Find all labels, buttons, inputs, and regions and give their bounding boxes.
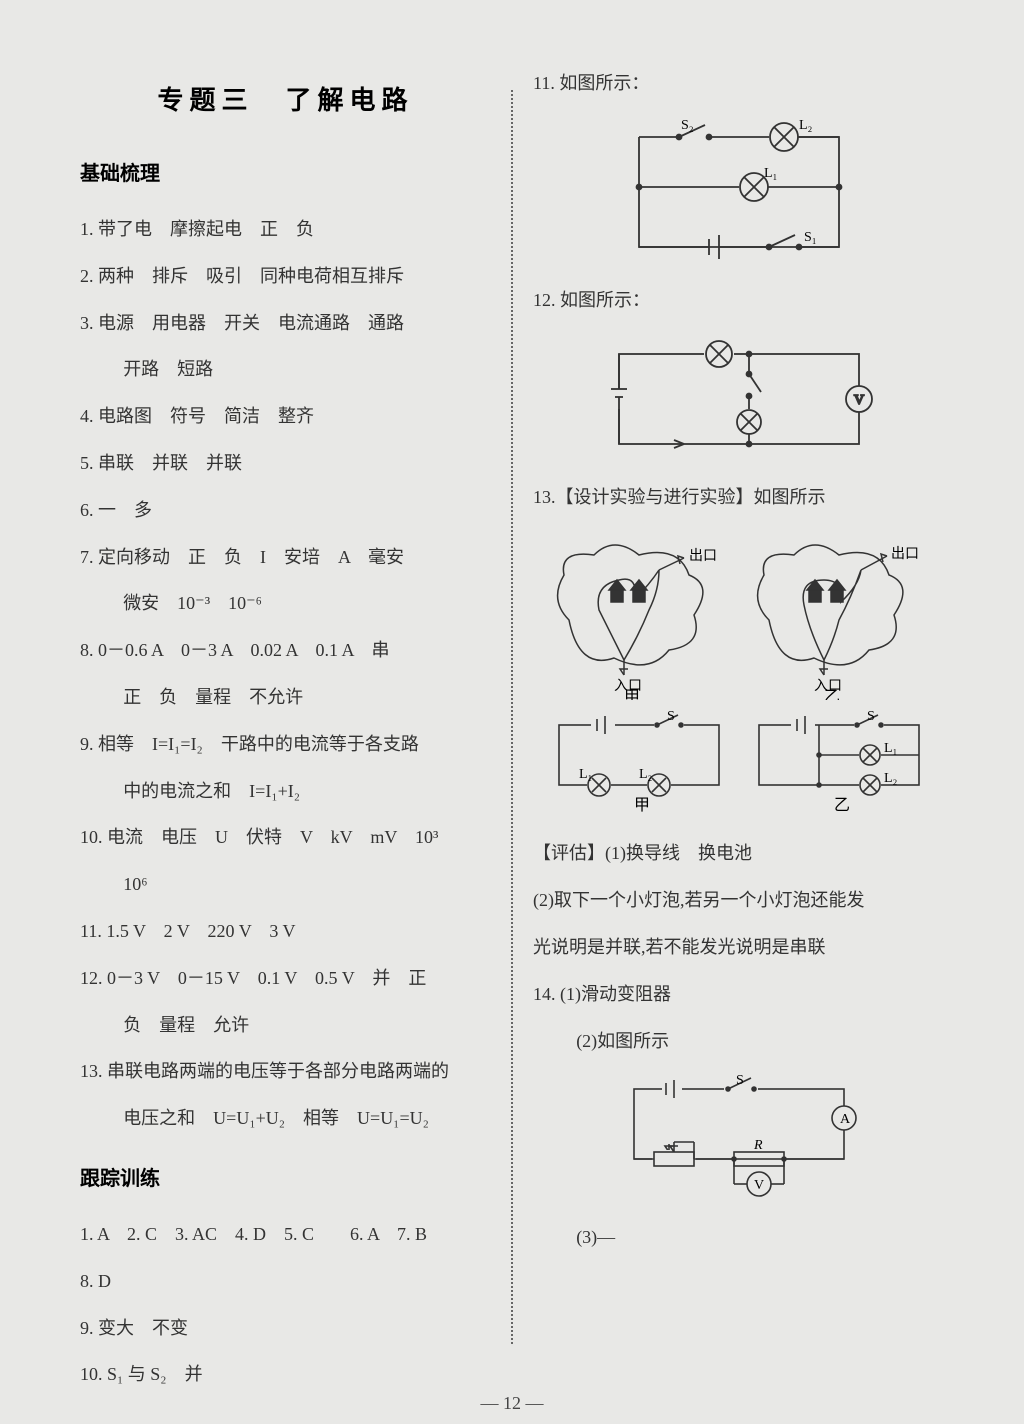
basics-13b: 电压之和 U=U₁+U₂ 相等 U=U₁=U₂ [80, 1095, 491, 1142]
label-s1: S₁ [804, 230, 817, 245]
basics-8b: 正 负 量程 不允许 [80, 674, 491, 721]
basics-5: 5. 串联 并联 并联 [80, 440, 491, 487]
page-title: 专题三 了解电路 [80, 80, 491, 117]
label-exit-yi: 出口 [891, 546, 919, 562]
eval-2b: 光说明是并联,若不能发光说明是串联 [533, 924, 944, 971]
page-number: — 12 — [0, 1393, 1024, 1414]
basics-2: 2. 两种 排斥 吸引 同种电荷相互排斥 [80, 253, 491, 300]
label-s-yi: S [867, 710, 875, 724]
basics-4: 4. 电路图 符号 简洁 整齐 [80, 393, 491, 440]
track-10: 10. S₁ 与 S₂ 并 [80, 1351, 491, 1398]
circuit-pair-13: S L₁ L₂ 甲 S L₁ L₂ 乙 [539, 710, 939, 820]
basics-7: 7. 定向移动 正 负 I 安培 A 毫安 [80, 534, 491, 581]
maze-diagrams-13: 出口 入口 甲 出口 入口 乙 [539, 530, 939, 700]
label-r-14: R [753, 1138, 763, 1153]
right-12: 12. 如图所示： [533, 277, 944, 324]
circuit-diagram-14: S A R V [614, 1074, 864, 1204]
basics-1: 1. 带了电 摩擦起电 正 负 [80, 206, 491, 253]
basics-7b: 微安 10⁻³ 10⁻⁶ [80, 580, 491, 627]
label-l2-yi: L₂ [884, 771, 898, 786]
label-l2: L₂ [799, 118, 813, 133]
label-yi-1: 乙 [824, 689, 840, 700]
label-v1: V [854, 393, 864, 408]
right-14c: (3)— [533, 1214, 944, 1261]
basics-3: 3. 电源 用电器 开关 电流通路 通路 [80, 300, 491, 347]
label-l2-jia: L₂ [639, 767, 653, 782]
label-l1-yi: L₁ [884, 741, 897, 756]
basics-9b: 中的电流之和 I=I₁+I₂ [80, 768, 491, 815]
label-l1: L₁ [764, 166, 777, 181]
label-s-14: S [736, 1074, 744, 1088]
section-basics: 基础梳理 [80, 157, 491, 186]
basics-12b: 负 量程 允许 [80, 1002, 491, 1049]
right-13: 13.【设计实验与进行实验】如图所示 [533, 474, 944, 521]
basics-3b: 开路 短路 [80, 346, 491, 393]
basics-12: 12. 0－3 V 0－15 V 0.1 V 0.5 V 并 正 [80, 955, 491, 1002]
track-9: 9. 变大 不变 [80, 1305, 491, 1352]
basics-10: 10. 电流 电压 U 伏特 V kV mV 10³ [80, 814, 491, 861]
section-tracking: 跟踪训练 [80, 1162, 491, 1191]
basics-11: 11. 1.5 V 2 V 220 V 3 V [80, 908, 491, 955]
eval-2: (2)取下一个小灯泡,若另一个小灯泡还能发 [533, 877, 944, 924]
circuit-diagram-12: V [589, 334, 889, 464]
label-v-14: V [754, 1178, 764, 1193]
label-jia-2: 甲 [634, 797, 650, 814]
circuit-diagram-11: S₂ L₂ L₁ S₁ [599, 117, 879, 267]
basics-9: 9. 相等 I=I₁=I₂ 干路中的电流等于各支路 [80, 721, 491, 768]
right-11: 11. 如图所示： [533, 60, 944, 107]
right-14b: (2)如图所示 [533, 1018, 944, 1065]
basics-13: 13. 串联电路两端的电压等于各部分电路两端的 [80, 1048, 491, 1095]
label-s2: S₂ [681, 118, 694, 133]
label-jia-1: 甲 [624, 689, 640, 700]
eval-1: 【评估】(1)换导线 换电池 [533, 830, 944, 877]
label-l1-jia: L₁ [579, 767, 592, 782]
label-yi-2: 乙 [834, 797, 850, 814]
label-exit-jia: 出口 [689, 548, 717, 564]
basics-10b: 10⁶ [80, 861, 491, 908]
basics-6: 6. 一 多 [80, 487, 491, 534]
right-14a: 14. (1)滑动变阻器 [533, 971, 944, 1018]
label-a-14: A [840, 1112, 851, 1127]
track-8: 8. D [80, 1258, 491, 1305]
label-s-jia: S [667, 710, 675, 724]
track-1: 1. A 2. C 3. AC 4. D 5. C 6. A 7. B [80, 1211, 491, 1258]
basics-8: 8. 0－0.6 A 0－3 A 0.02 A 0.1 A 串 [80, 627, 491, 674]
